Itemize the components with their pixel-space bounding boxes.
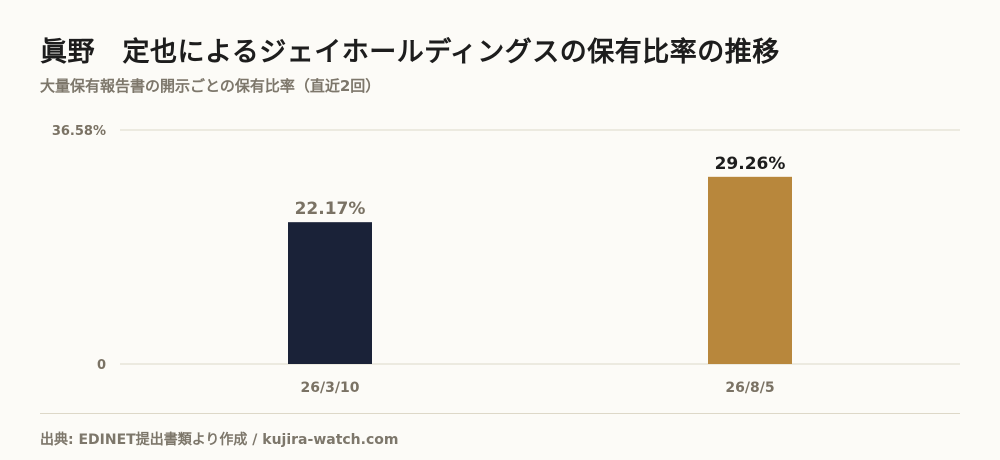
chart-title: 眞野 定也によるジェイホールディングスの保有比率の推移	[40, 37, 780, 68]
x-tick-label: 26/3/10	[301, 380, 360, 396]
bar	[288, 222, 372, 364]
bar-value-label: 29.26%	[715, 154, 786, 174]
footer-divider	[40, 413, 960, 414]
y-tick-label: 0	[97, 358, 106, 373]
x-tick-label: 26/8/5	[725, 380, 774, 396]
bar-value-label: 22.17%	[295, 199, 366, 219]
source-credit: 出典: EDINET提出書類より作成 / kujira-watch.com	[40, 432, 399, 448]
y-tick-label: 36.58%	[52, 124, 106, 139]
bar	[708, 176, 792, 364]
chart-subtitle: 大量保有報告書の開示ごとの保有比率（直近2回）	[40, 77, 381, 95]
